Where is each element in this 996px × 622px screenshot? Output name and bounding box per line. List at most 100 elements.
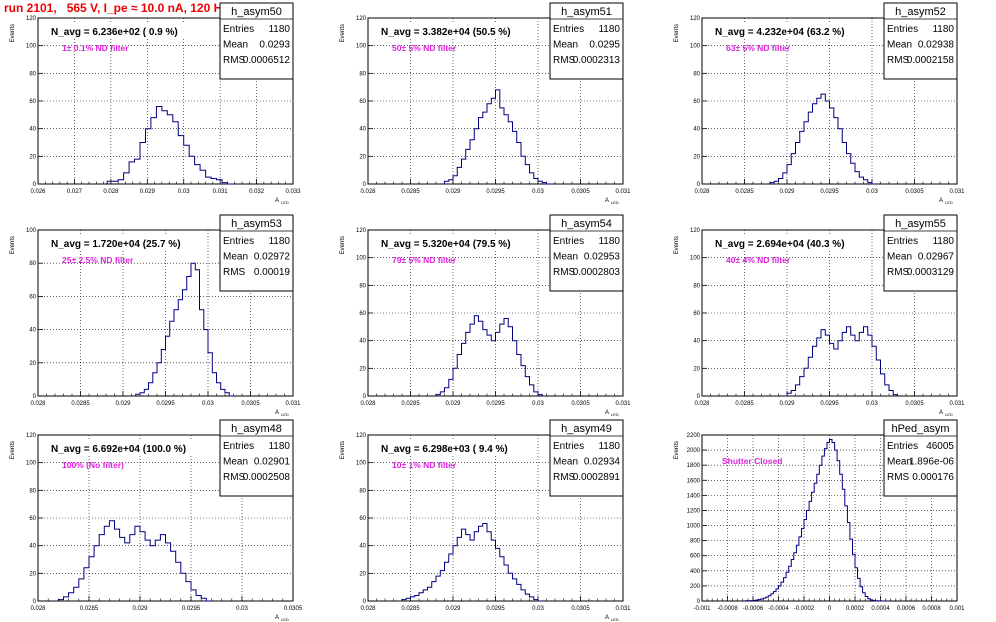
stats-label-mean: Mean [887,252,912,263]
y-axis-title: Events [340,24,346,42]
histogram-bin [135,526,140,601]
y-tick-label: 60 [29,99,36,105]
stats-label-entries: Entries [553,236,584,247]
stats-name: h_asym50 [231,6,282,18]
y-tick-label: 40 [29,544,36,550]
histogram-bin [500,557,504,601]
histogram-bin [491,540,495,601]
histogram-bin [453,176,457,184]
stats-label-rms: RMS [887,267,910,278]
x-axis-title: A LED [605,410,619,417]
histogram-bin [781,582,784,601]
y-tick-label: 20 [29,361,36,367]
stats-label-entries: Entries [887,24,918,35]
stats-label-mean: Mean [887,457,912,468]
x-tick-label: 0.0305 [905,189,924,195]
histogram-bin [812,492,815,601]
histogram-bin [415,595,419,601]
histogram-bin [89,557,94,601]
histogram-bin [120,537,125,601]
histogram-bin [445,562,449,601]
x-tick-label: 0.03 [202,401,214,407]
stats-value-rms: 0.00019 [254,267,291,278]
stats-value-rms: 0.0002891 [573,472,621,483]
x-tick-label: 0.029 [132,606,148,612]
y-tick-label: 400 [690,569,701,575]
x-tick-label: -0.0002 [794,606,815,612]
y-tick-label: 0 [363,394,367,400]
histogram-bin [113,181,118,184]
histogram-bin [804,368,808,396]
histogram-bin [791,154,795,184]
x-tick-label: 0.029 [779,401,795,407]
histogram-bin [196,595,201,601]
histogram-bin [504,565,508,601]
histogram-bin [157,363,161,396]
histogram-bin [804,520,807,601]
histogram-bin [822,456,825,601]
y-tick-label: 1600 [687,478,701,484]
x-tick-label: 0.027 [67,189,83,195]
histogram-bin [847,523,850,601]
histogram-bin [842,143,846,185]
stats-label-mean: Mean [553,457,578,468]
histogram-bin [170,321,174,396]
y-tick-label: 100 [26,44,37,50]
histogram-bin [479,526,483,601]
y-tick-label: 80 [29,71,36,77]
filter-annotation: 10± 1% ND filter [392,460,457,470]
histogram-bin [796,545,799,601]
histogram-bin [784,578,787,601]
stats-label-rms: RMS [887,55,910,66]
histogram-bin [789,566,792,601]
histogram-bin [479,321,483,396]
x-tick-label: 0.0004 [871,606,890,612]
histogram-bin [483,112,487,184]
stats-box [549,214,624,292]
histogram-bin [834,349,838,396]
y-tick-label: 80 [359,283,366,289]
histogram-title: N_avg = 5.320e+04 (79.5 %) [381,239,511,250]
histogram-bin [817,98,821,184]
x-tick-label: -0.0008 [717,606,738,612]
histogram-bin [872,346,876,396]
x-tick-label: 0.028 [103,189,119,195]
stats-name: h_asym51 [561,6,612,18]
histogram-bin [753,600,756,601]
histogram-bin [847,154,851,184]
histogram-bin [479,118,483,184]
histogram-bin [466,332,470,396]
histogram-bin [222,183,227,184]
histogram-bin [770,183,774,184]
histogram-bin [766,597,769,601]
histogram-bin [166,543,171,601]
histogram-bin [149,383,153,396]
histogram-bin [838,129,842,184]
histogram-bin [411,597,415,601]
y-tick-label: 20 [693,154,700,160]
x-tick-label: -0.0004 [768,606,789,612]
histogram-bin [504,319,508,396]
histogram-bin [462,529,466,601]
x-tick-label: 0.0295 [486,189,505,195]
histogram-bin [868,599,871,601]
stats-label-rms: RMS [553,267,576,278]
y-tick-label: 0 [363,599,367,605]
x-tick-label: 0.03 [866,401,878,407]
x-tick-label: 0.031 [285,401,301,407]
y-tick-label: 1400 [687,493,701,499]
y-tick-label: 0 [33,394,37,400]
stats-value-rms: 0.0002313 [573,55,621,66]
histogram-bin [851,163,855,184]
x-tick-label: 0.0285 [735,189,754,195]
histogram-bin [525,594,529,601]
x-tick-label: 0.031 [615,606,631,612]
histogram-bin [140,143,145,185]
stats-box [549,419,624,497]
stats-label-entries: Entries [553,441,584,452]
histogram-bin [402,600,406,601]
y-tick-label: 120 [356,433,367,439]
stats-name: h_asym49 [561,423,612,435]
histogram-bin [115,529,120,601]
y-tick-label: 100 [356,256,367,262]
